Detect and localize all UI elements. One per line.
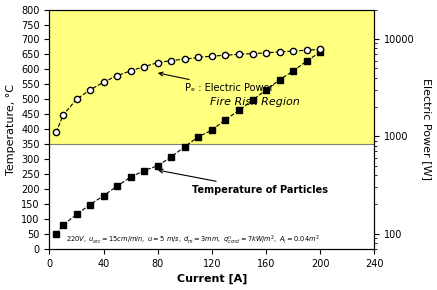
Text: Fire Risk Region: Fire Risk Region — [210, 97, 300, 107]
Text: Pₑ : Electric Power: Pₑ : Electric Power — [159, 72, 274, 93]
X-axis label: Current [A]: Current [A] — [177, 274, 247, 284]
Text: Temperature of Particles: Temperature of Particles — [159, 169, 328, 195]
Y-axis label: Electric Power [W]: Electric Power [W] — [421, 78, 431, 180]
Text: $220V,\ u_{arc}=15cm/min,\ u=5\ m/s,\ d_m=3mm,\ q^{\prime\prime}_{cond}=7kW/m^2,: $220V,\ u_{arc}=15cm/min,\ u=5\ m/s,\ d_… — [66, 234, 319, 247]
Y-axis label: Temperature, °C: Temperature, °C — [6, 84, 16, 175]
